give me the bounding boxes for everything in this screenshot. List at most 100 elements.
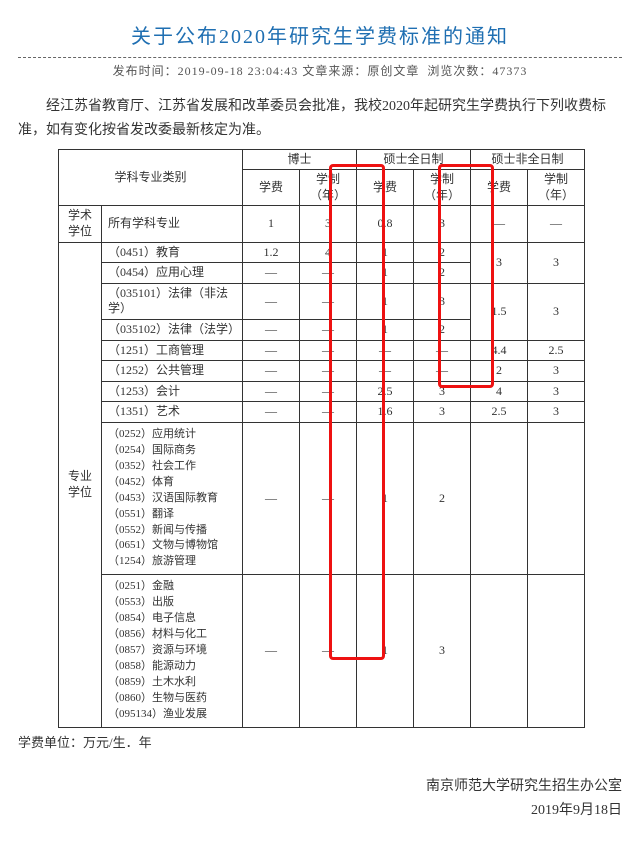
cell: 3 (528, 283, 585, 340)
cell: 3 (414, 381, 471, 402)
cell: 3 (414, 575, 471, 727)
views-label: 浏览次数： (427, 64, 492, 78)
cell: — (243, 283, 300, 319)
cell: 3 (528, 381, 585, 402)
cell: — (243, 340, 300, 361)
cell: 2 (414, 319, 471, 340)
sign-office: 南京师范大学研究生招生办公室 (18, 775, 622, 799)
cell: 1 (357, 575, 414, 727)
sign-date: 2019年9月18日 (18, 799, 622, 823)
cell: 3 (414, 283, 471, 319)
cell: 3 (300, 206, 357, 242)
row-0451-name: （0451）教育 (102, 242, 243, 263)
cell: — (300, 381, 357, 402)
row-1351-name: （1351）艺术 (102, 402, 243, 423)
cell: 3 (528, 402, 585, 423)
cell: — (300, 263, 357, 284)
cell: 1.6 (357, 402, 414, 423)
publish-value: 2019-09-18 23:04:43 (178, 64, 299, 78)
cell: — (243, 422, 300, 574)
cell: 1 (357, 422, 414, 574)
hdr-major-category: 学科专业类别 (59, 149, 243, 206)
signature-block: 南京师范大学研究生招生办公室 2019年9月18日 (18, 775, 622, 823)
cell: — (243, 319, 300, 340)
cell: 1 (357, 319, 414, 340)
cell: 1 (357, 263, 414, 284)
cell: — (300, 283, 357, 319)
cell: 2.5 (471, 402, 528, 423)
cat-professional: 专业学位 (59, 242, 102, 727)
cell: 2.5 (528, 340, 585, 361)
cell: — (357, 340, 414, 361)
cell: 3 (414, 402, 471, 423)
row-0454-name: （0454）应用心理 (102, 263, 243, 284)
cell: — (243, 381, 300, 402)
cell: — (357, 361, 414, 382)
cell: — (471, 206, 528, 242)
fee-table: 学科专业类别 博士 硕士全日制 硕士非全日制 学费 学制（年） 学费 学制（年）… (58, 149, 585, 728)
cell: — (528, 206, 585, 242)
fee-table-wrap: 学科专业类别 博士 硕士全日制 硕士非全日制 学费 学制（年） 学费 学制（年）… (58, 149, 622, 728)
row-1253-name: （1253）会计 (102, 381, 243, 402)
cell: 2 (471, 361, 528, 382)
cell: 1.2 (243, 242, 300, 263)
cell: 2 (414, 422, 471, 574)
cell: — (300, 340, 357, 361)
hdr-fee: 学费 (243, 170, 300, 206)
cell: 1 (243, 206, 300, 242)
cat-academic: 学术学位 (59, 206, 102, 242)
cell: — (300, 422, 357, 574)
row-035101-name: （035101）法律（非法学） (102, 283, 243, 319)
source-value: 原创文章 (367, 64, 419, 78)
cell: 3 (414, 206, 471, 242)
cell: 3 (528, 242, 585, 283)
hdr-doctor: 博士 (243, 149, 357, 170)
row-bigB-name: （0251）金融（0553）出版（0854）电子信息（0856）材料与化工（08… (102, 575, 243, 727)
cell: — (243, 361, 300, 382)
hdr-master-full: 硕士全日制 (357, 149, 471, 170)
divider (18, 57, 622, 58)
row-bigA-name: （0252）应用统计（0254）国际商务（0352）社会工作（0452）体育（0… (102, 422, 243, 574)
cell: 3 (471, 242, 528, 283)
cell: 2.5 (357, 381, 414, 402)
cell: — (243, 575, 300, 727)
hdr-years: 学制（年） (414, 170, 471, 206)
cell: 1.5 (471, 283, 528, 340)
hdr-fee: 学费 (357, 170, 414, 206)
cell: 4 (300, 242, 357, 263)
unit-note: 学费单位：万元/生．年 (18, 732, 622, 751)
cell: 1 (357, 242, 414, 263)
page-title: 关于公布2020年研究生学费标准的通知 (18, 20, 622, 49)
cell: — (414, 340, 471, 361)
cell (471, 575, 528, 727)
cell: — (243, 402, 300, 423)
hdr-master-part: 硕士非全日制 (471, 149, 585, 170)
meta-line: 发布时间：2019-09-18 23:04:43 文章来源：原创文章 浏览次数：… (18, 62, 622, 79)
source-label: 文章来源： (302, 64, 367, 78)
cell: — (300, 319, 357, 340)
row-1252-name: （1252）公共管理 (102, 361, 243, 382)
publish-label: 发布时间： (113, 64, 178, 78)
cell: 2 (414, 263, 471, 284)
cell: — (243, 263, 300, 284)
cell: 3 (528, 361, 585, 382)
cell: 0.8 (357, 206, 414, 242)
cell: 4 (471, 381, 528, 402)
cell (528, 422, 585, 574)
hdr-years: 学制（年） (528, 170, 585, 206)
cell (471, 422, 528, 574)
row-1251-name: （1251）工商管理 (102, 340, 243, 361)
cell: — (300, 402, 357, 423)
cell: — (300, 361, 357, 382)
views-value: 47373 (492, 64, 527, 78)
cell: 4.4 (471, 340, 528, 361)
intro-paragraph: 经江苏省教育厅、江苏省发展和改革委员会批准，我校2020年起研究生学费执行下列收… (18, 95, 622, 143)
cell: 1 (357, 283, 414, 319)
cell: 2 (414, 242, 471, 263)
hdr-years: 学制（年） (300, 170, 357, 206)
hdr-fee: 学费 (471, 170, 528, 206)
cell: — (300, 575, 357, 727)
cell: — (414, 361, 471, 382)
row-all-name: 所有学科专业 (102, 206, 243, 242)
cell (528, 575, 585, 727)
